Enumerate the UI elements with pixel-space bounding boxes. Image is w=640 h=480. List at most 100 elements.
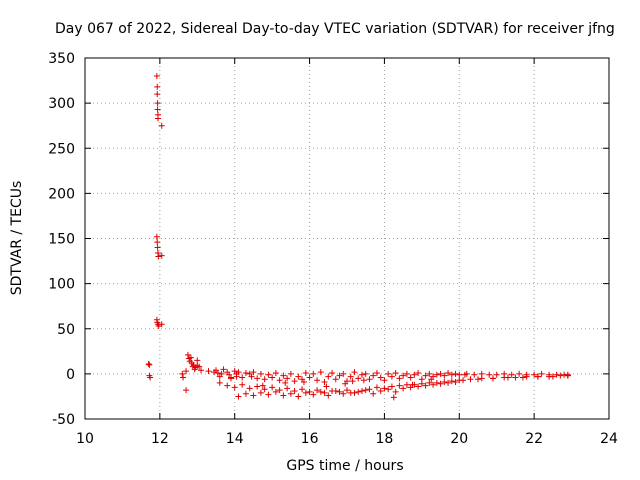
data-point bbox=[235, 393, 242, 400]
y-tick-label: 150 bbox=[48, 232, 75, 248]
x-tick-label: 14 bbox=[226, 431, 244, 447]
data-point bbox=[154, 100, 161, 107]
data-point bbox=[340, 390, 347, 397]
data-point bbox=[508, 371, 515, 378]
data-point bbox=[216, 379, 223, 386]
data-point bbox=[381, 385, 388, 392]
data-point bbox=[155, 253, 162, 260]
data-point bbox=[478, 375, 485, 382]
data-point bbox=[242, 369, 249, 376]
data-point bbox=[276, 387, 283, 394]
data-point bbox=[269, 374, 276, 381]
data-point bbox=[385, 370, 392, 377]
data-point bbox=[146, 361, 153, 368]
data-point bbox=[534, 373, 541, 380]
data-point bbox=[250, 392, 257, 399]
data-point bbox=[392, 388, 399, 395]
data-point bbox=[377, 374, 384, 381]
data-point bbox=[154, 83, 161, 90]
data-point bbox=[448, 378, 455, 385]
data-point bbox=[153, 233, 160, 240]
data-point bbox=[475, 376, 481, 383]
data-point bbox=[257, 370, 264, 377]
data-point bbox=[287, 370, 294, 377]
data-point bbox=[344, 387, 350, 394]
data-point bbox=[269, 384, 276, 391]
data-point bbox=[549, 373, 556, 380]
y-tick-label: 250 bbox=[48, 141, 75, 157]
data-point bbox=[467, 376, 474, 383]
data-point bbox=[409, 381, 416, 388]
data-point bbox=[265, 391, 272, 398]
data-point bbox=[295, 373, 302, 380]
data-point bbox=[347, 373, 354, 380]
data-point bbox=[231, 384, 238, 391]
x-tick-label: 18 bbox=[376, 431, 394, 447]
data-point bbox=[317, 388, 324, 395]
data-point bbox=[489, 375, 496, 382]
data-point bbox=[147, 374, 154, 381]
data-point bbox=[456, 371, 463, 378]
y-tick-label: -50 bbox=[52, 412, 75, 428]
data-point bbox=[366, 386, 373, 393]
y-tick-label: 100 bbox=[48, 277, 75, 293]
data-point bbox=[388, 373, 395, 380]
data-point bbox=[246, 385, 253, 392]
data-point bbox=[257, 389, 264, 396]
y-tick-label: 0 bbox=[66, 367, 75, 383]
data-point bbox=[287, 390, 294, 397]
data-point bbox=[306, 374, 313, 381]
x-tick-label: 24 bbox=[600, 431, 618, 447]
data-point bbox=[366, 376, 373, 383]
data-point bbox=[235, 369, 242, 376]
data-point bbox=[154, 244, 161, 251]
x-tick-label: 20 bbox=[450, 431, 468, 447]
data-point bbox=[445, 379, 452, 386]
data-point bbox=[342, 380, 349, 387]
data-point bbox=[284, 385, 291, 392]
data-point bbox=[194, 357, 201, 364]
data-point bbox=[415, 383, 422, 390]
data-point bbox=[433, 371, 440, 378]
data-point bbox=[336, 388, 343, 395]
data-point bbox=[373, 369, 380, 376]
data-point bbox=[187, 354, 194, 361]
plot-frame bbox=[84, 57, 610, 420]
data-point bbox=[351, 369, 358, 376]
data-point bbox=[358, 371, 365, 378]
data-point bbox=[370, 390, 377, 397]
data-point bbox=[317, 369, 324, 376]
data-point bbox=[426, 370, 433, 377]
data-point bbox=[325, 373, 332, 380]
data-series-sdtvar bbox=[145, 73, 571, 401]
data-point bbox=[276, 377, 283, 384]
data-point bbox=[183, 368, 190, 375]
data-point bbox=[373, 384, 380, 391]
data-point bbox=[486, 371, 493, 378]
data-point bbox=[358, 388, 365, 395]
data-point bbox=[233, 373, 240, 380]
data-point bbox=[461, 371, 468, 378]
data-point bbox=[332, 388, 339, 395]
data-point bbox=[250, 369, 257, 376]
data-point bbox=[154, 106, 161, 113]
data-point bbox=[471, 371, 478, 378]
data-point bbox=[310, 391, 317, 398]
y-tick-label: 350 bbox=[48, 51, 75, 67]
data-point bbox=[355, 375, 362, 382]
data-point bbox=[295, 393, 302, 400]
data-point bbox=[396, 375, 403, 382]
data-point bbox=[396, 382, 403, 389]
data-point bbox=[441, 378, 448, 385]
data-point bbox=[433, 379, 440, 386]
x-axis-label: GPS time / hours bbox=[286, 458, 403, 474]
data-point bbox=[179, 370, 186, 377]
data-point bbox=[381, 377, 388, 384]
data-point bbox=[205, 368, 212, 375]
data-point bbox=[332, 376, 339, 383]
data-point bbox=[460, 377, 467, 384]
data-point bbox=[415, 369, 422, 376]
data-point bbox=[390, 394, 397, 401]
data-point bbox=[355, 388, 362, 395]
